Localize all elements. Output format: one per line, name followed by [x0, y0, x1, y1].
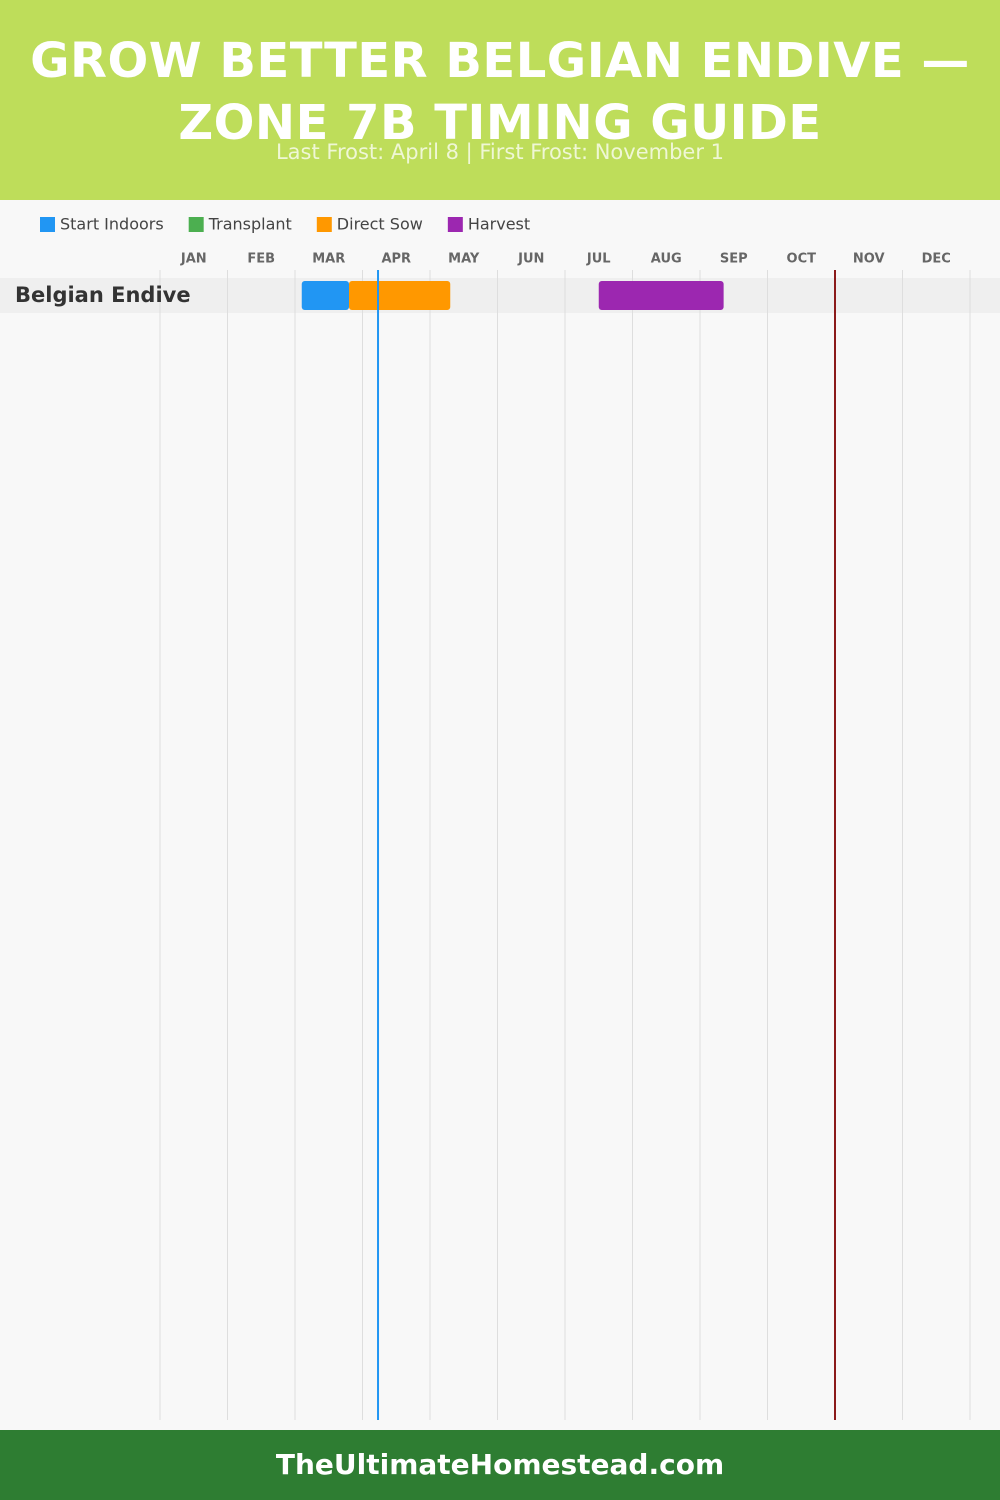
month-label: JUN [517, 252, 544, 267]
month-label: SEP [720, 252, 748, 267]
chart: JAN FEB MAR APR MAY JUN JUL AUG SEP OCT NOV DEC Belg… [0, 215, 1000, 1420]
row-band [0, 278, 1000, 313]
legend-label: Harvest [468, 215, 530, 234]
header: GROW BETTER BELGIAN ENDIVE — ZONE 7B TIM… [0, 0, 1000, 200]
legend-swatch [188, 217, 204, 232]
bar [301, 281, 349, 310]
month-label: FEB [247, 252, 275, 267]
footer: TheUltimateHomestead.com [0, 1430, 1000, 1500]
month-label: JUL [586, 252, 611, 267]
month-label: APR [381, 252, 411, 267]
row-label: Belgian Endive [15, 283, 191, 307]
legend-swatch [40, 217, 55, 232]
bar [349, 281, 451, 310]
chart-title: GROW BETTER BELGIAN ENDIVE — ZONE 7B TIM… [30, 33, 970, 151]
month-label: MAR [312, 252, 345, 267]
month-label: AUG [651, 252, 682, 267]
month-label: DEC [922, 252, 951, 267]
chart-subtitle: Last Frost: April 8 | First Frost: Novem… [275, 140, 725, 164]
legend-label: Direct Sow [337, 215, 423, 234]
legend-label: Transplant [208, 215, 292, 234]
legend-swatch [316, 217, 332, 232]
bar [598, 281, 724, 310]
legend-label: Start Indoors [60, 215, 164, 234]
month-label: OCT [787, 252, 817, 267]
month-label: MAY [448, 252, 480, 267]
month-label: NOV [853, 252, 885, 267]
month-label: JAN [180, 252, 207, 267]
legend-swatch [447, 217, 463, 232]
